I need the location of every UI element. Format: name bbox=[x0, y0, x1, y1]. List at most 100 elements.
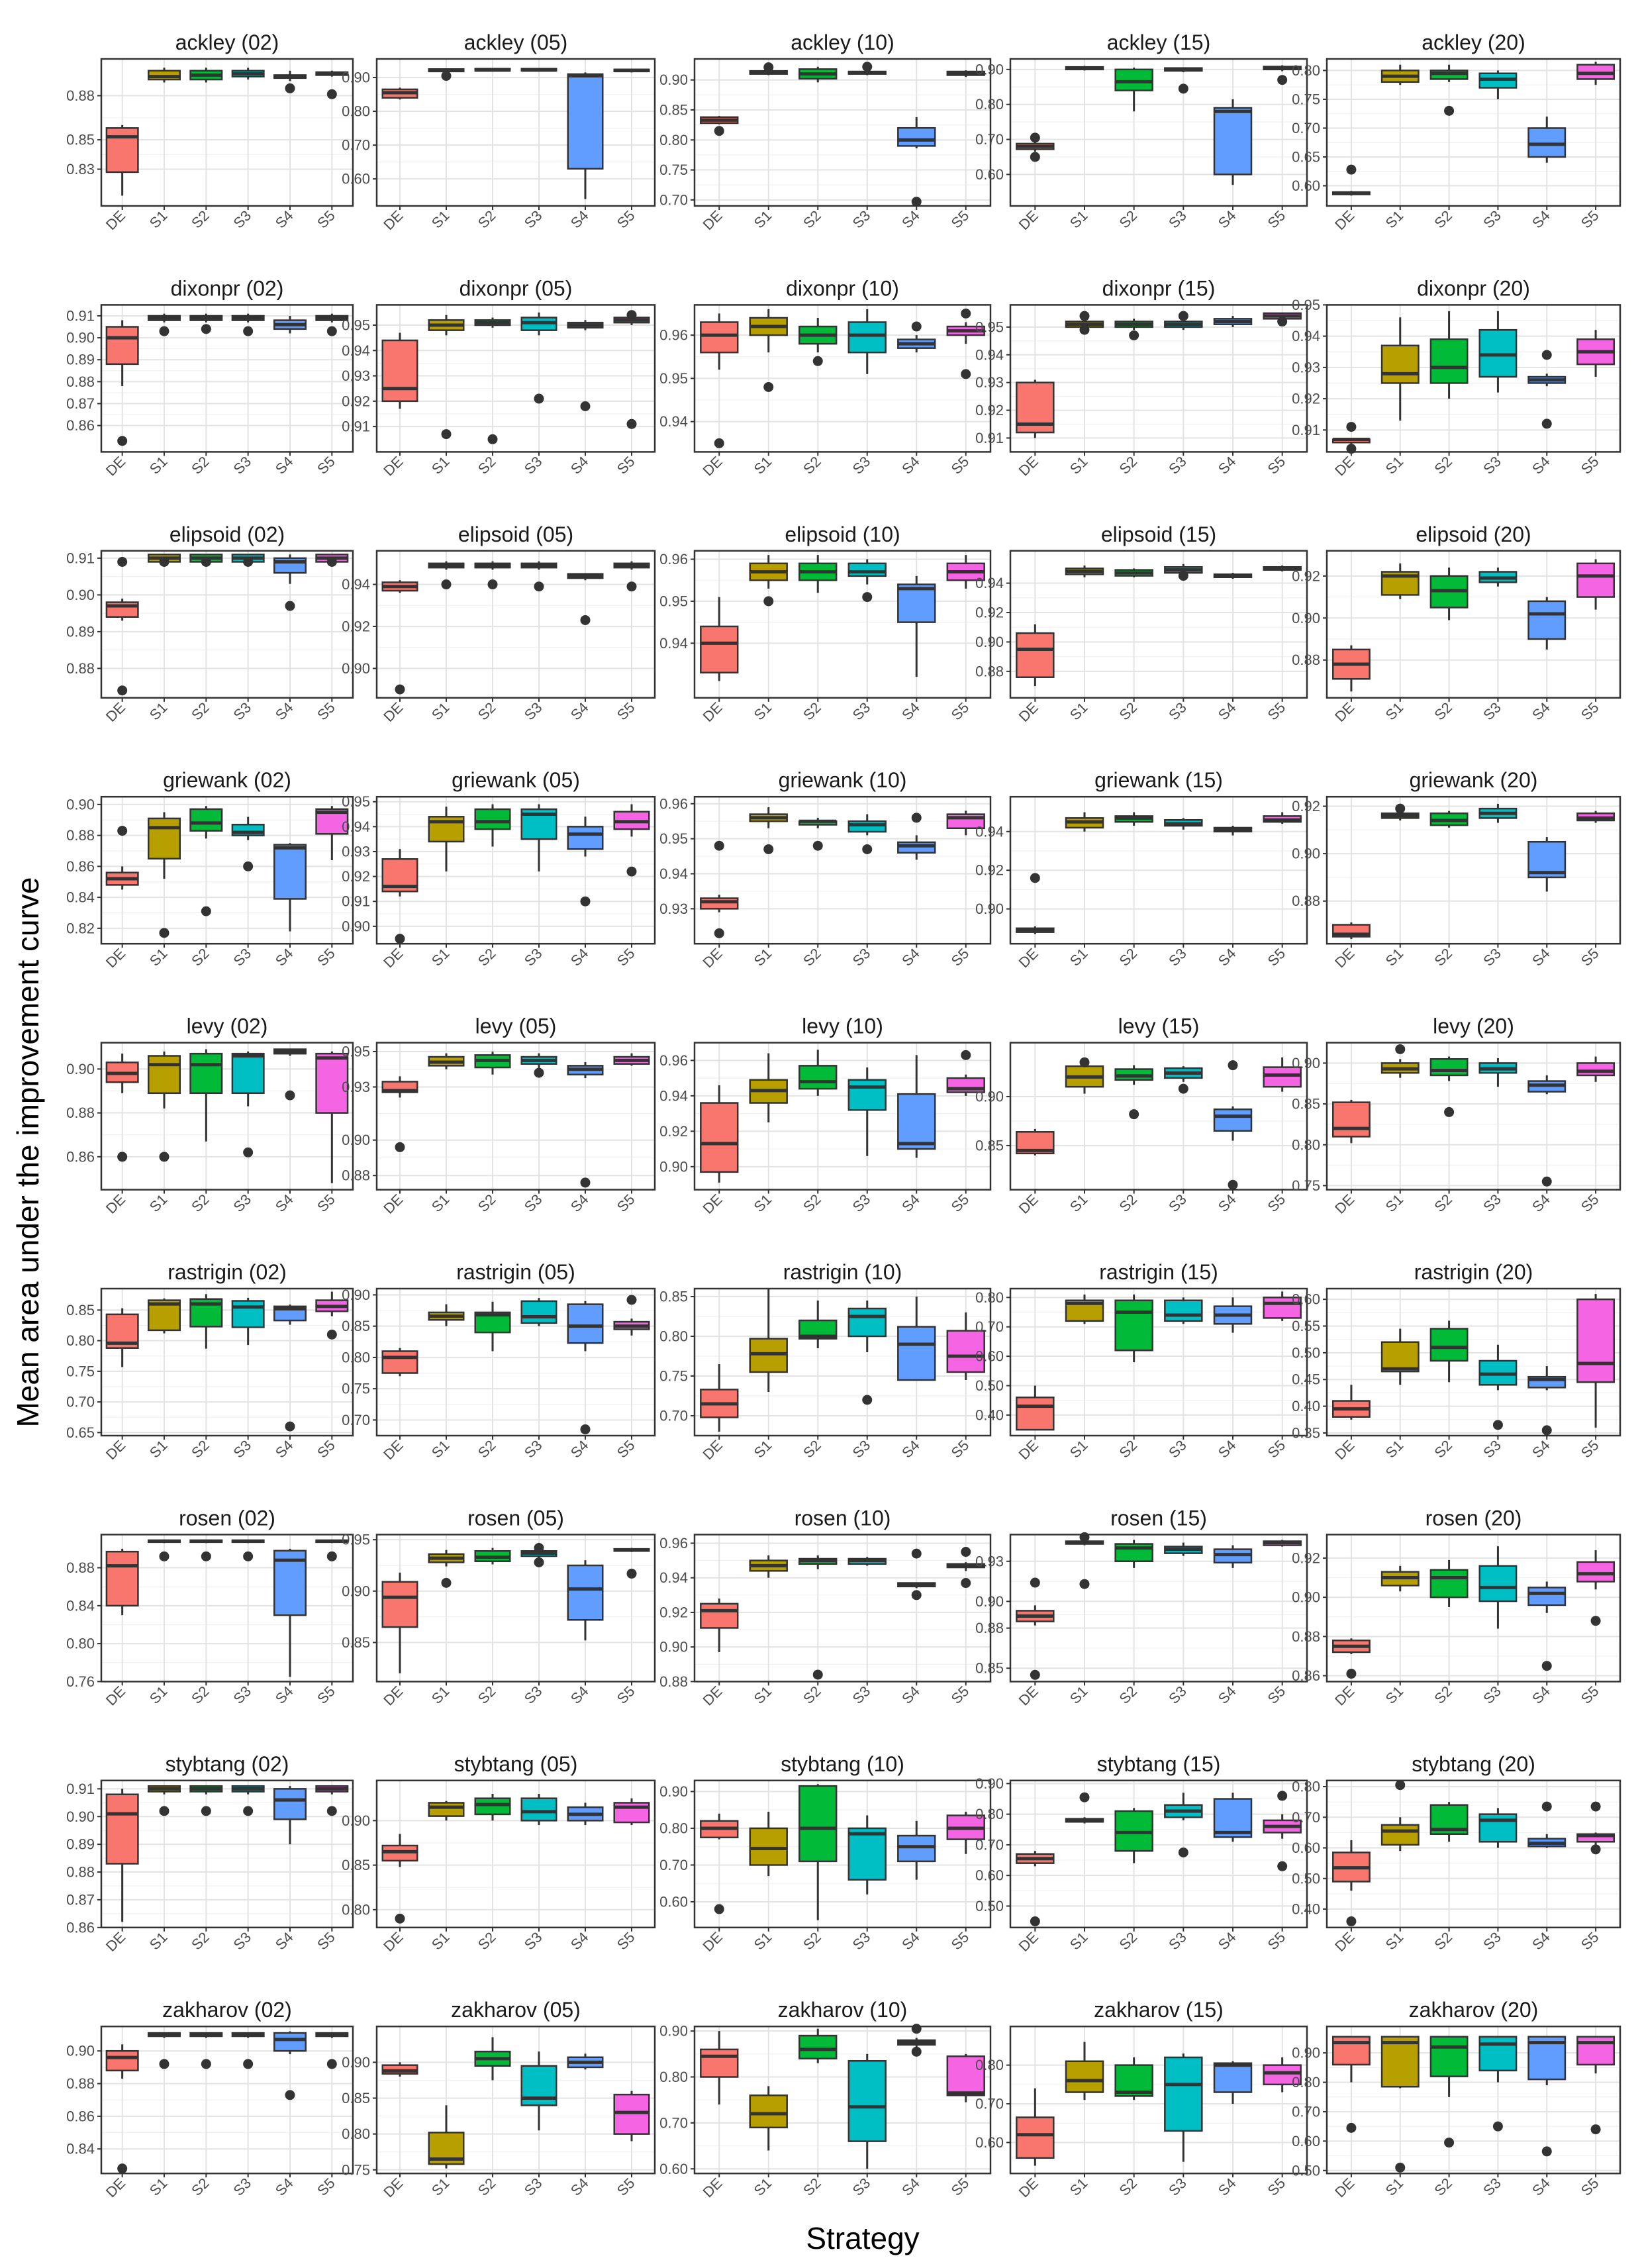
x-tick-label: S3 bbox=[230, 699, 254, 724]
box-s4 bbox=[273, 844, 307, 900]
x-tick-label: S1 bbox=[146, 453, 171, 477]
y-tick-label: 0.93 bbox=[342, 843, 370, 860]
outlier-point bbox=[1541, 1176, 1552, 1187]
x-tick-label: S4 bbox=[272, 453, 297, 477]
y-tick-label: 0.88 bbox=[66, 87, 95, 104]
x-tick-label: S4 bbox=[272, 699, 297, 724]
box-s3 bbox=[847, 820, 887, 833]
outlier-point bbox=[243, 861, 254, 871]
x-tick-label: DE bbox=[1331, 1683, 1357, 1708]
panel-background bbox=[101, 1534, 353, 1682]
outlier-point bbox=[763, 381, 774, 392]
box-de bbox=[105, 1793, 139, 1865]
y-tick-label: 0.80 bbox=[659, 132, 688, 148]
y-tick-label: 0.94 bbox=[659, 635, 688, 652]
outlier-point bbox=[714, 928, 724, 938]
y-tick-label: 0.93 bbox=[975, 374, 1004, 391]
x-tick-label: DE bbox=[1331, 699, 1357, 725]
outlier-point bbox=[441, 1577, 452, 1588]
x-tick-label: S3 bbox=[1165, 1191, 1190, 1215]
panel-border bbox=[100, 795, 354, 945]
x-tick-label: S1 bbox=[146, 1683, 171, 1707]
outlier-point bbox=[395, 1142, 405, 1152]
facet-title: griewank (15) bbox=[1094, 768, 1223, 792]
outlier-point bbox=[1492, 2121, 1503, 2132]
box-s3 bbox=[1478, 2036, 1518, 2072]
x-tick-label: DE bbox=[380, 945, 406, 971]
panel-border bbox=[1009, 1779, 1308, 1929]
panel-border bbox=[693, 58, 992, 207]
y-tick-label: 0.90 bbox=[975, 634, 1004, 650]
box-s2 bbox=[1429, 338, 1469, 384]
y-tick-label: 0.75 bbox=[659, 162, 688, 178]
x-tick-label: S5 bbox=[1264, 1437, 1288, 1461]
x-tick-label: S1 bbox=[1067, 945, 1091, 969]
x-tick-label: S3 bbox=[849, 699, 874, 724]
x-tick-label: S3 bbox=[230, 945, 254, 969]
y-tick-label: 0.94 bbox=[1292, 328, 1320, 344]
panel-background bbox=[377, 1780, 655, 1928]
x-tick-label: S5 bbox=[1264, 699, 1288, 724]
box-s5 bbox=[315, 1052, 349, 1114]
outlier-point bbox=[441, 429, 452, 440]
box-s5 bbox=[1263, 1066, 1302, 1088]
outlier-point bbox=[1346, 422, 1357, 432]
x-tick-label: S1 bbox=[1382, 2175, 1407, 2199]
box-s5 bbox=[1576, 2036, 1616, 2066]
x-tick-label: S4 bbox=[567, 2175, 592, 2199]
outlier-point bbox=[862, 1395, 873, 1405]
x-tick-label: S2 bbox=[475, 1437, 499, 1461]
x-tick-label: DE bbox=[103, 699, 128, 725]
y-tick-label: 0.89 bbox=[66, 352, 95, 368]
facet-title: rosen (02) bbox=[179, 1506, 275, 1530]
panel-border bbox=[375, 58, 656, 207]
x-tick-label: S5 bbox=[1578, 1437, 1602, 1461]
y-tick-label: 0.90 bbox=[66, 796, 95, 813]
outlier-point bbox=[326, 1551, 337, 1561]
y-tick-label: 0.95 bbox=[975, 319, 1004, 335]
panel-border bbox=[1009, 1042, 1308, 1191]
x-tick-label: S3 bbox=[1165, 945, 1190, 969]
outlier-point bbox=[1590, 1616, 1601, 1626]
panel-border bbox=[1326, 1779, 1621, 1929]
x-tick-label: S5 bbox=[314, 207, 338, 232]
outlier-point bbox=[117, 2163, 128, 2174]
box-s3 bbox=[847, 1307, 887, 1338]
panel-border bbox=[693, 795, 992, 945]
outlier-point bbox=[714, 126, 724, 136]
outlier-point bbox=[1541, 419, 1552, 429]
box-s1 bbox=[1065, 2060, 1104, 2093]
outlier-point bbox=[626, 581, 637, 592]
outlier-point bbox=[1030, 873, 1040, 883]
x-tick-label: S2 bbox=[1116, 945, 1140, 969]
box-s1 bbox=[1380, 1341, 1420, 1373]
y-tick-label: 0.80 bbox=[659, 1328, 688, 1345]
x-tick-label: S4 bbox=[272, 1437, 297, 1461]
x-tick-label: S2 bbox=[475, 1191, 499, 1215]
outlier-point bbox=[1178, 1083, 1188, 1094]
x-tick-label: DE bbox=[699, 207, 725, 233]
y-tick-label: 0.90 bbox=[342, 70, 370, 86]
x-tick-label: DE bbox=[1331, 1437, 1357, 1463]
x-tick-label: S2 bbox=[800, 1929, 824, 1953]
facet-title: zakharov (02) bbox=[162, 1998, 292, 2022]
x-tick-label: S4 bbox=[567, 699, 592, 724]
panel-background bbox=[377, 797, 655, 944]
x-tick-label: S1 bbox=[146, 2175, 171, 2199]
y-tick-label: 0.86 bbox=[66, 858, 95, 875]
x-tick-label: S4 bbox=[1529, 1437, 1553, 1461]
facet-panel: rastrigin (02) 0.65 0.70 0.75 0.80 0.85 DE S1 S2… bbox=[66, 1260, 354, 1463]
facet-title: levy (15) bbox=[1118, 1014, 1200, 1038]
y-tick-label: 0.88 bbox=[66, 827, 95, 844]
y-tick-label: 0.60 bbox=[975, 1348, 1004, 1365]
box-s4 bbox=[1213, 2062, 1253, 2093]
panel-background bbox=[1327, 1780, 1620, 1928]
outlier-point bbox=[243, 1147, 254, 1158]
x-tick-label: S3 bbox=[230, 1929, 254, 1953]
box-s5 bbox=[1576, 1298, 1616, 1383]
box-de bbox=[1016, 2116, 1055, 2159]
box-s4 bbox=[567, 826, 604, 850]
x-tick-label: DE bbox=[380, 1683, 406, 1708]
y-tick-label: 0.91 bbox=[66, 1781, 95, 1797]
